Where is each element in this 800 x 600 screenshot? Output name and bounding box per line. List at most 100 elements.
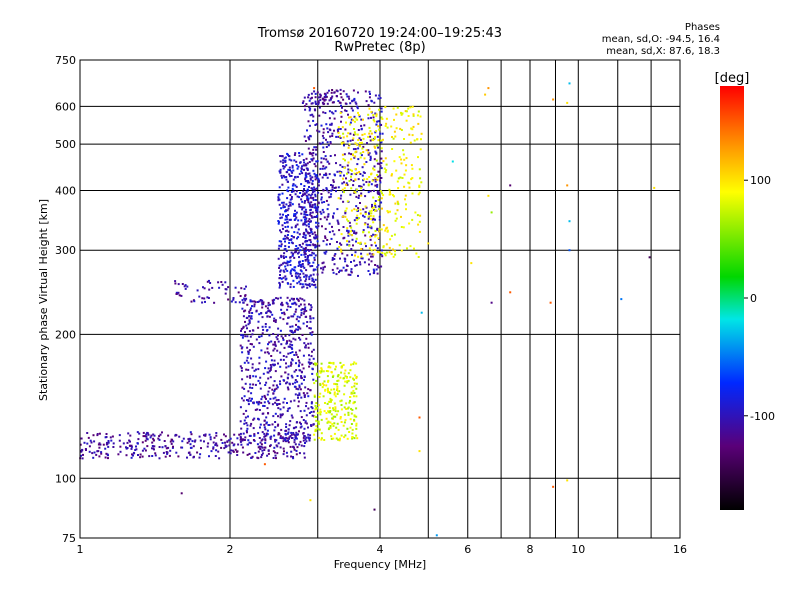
- trace-point: [287, 230, 290, 233]
- trace-point: [369, 159, 372, 161]
- trace-point: [277, 415, 279, 418]
- trace-point: [297, 320, 300, 323]
- trace-point: [295, 250, 298, 253]
- trace-point: [352, 154, 354, 157]
- trace-point: [252, 375, 255, 378]
- trace-point: [347, 161, 350, 164]
- trace-point: [208, 279, 210, 282]
- trace-point: [336, 241, 338, 243]
- x-tick-label: 2: [227, 543, 234, 556]
- trace-point: [254, 383, 257, 386]
- trace-point: [241, 438, 244, 441]
- trace-point: [316, 266, 319, 269]
- trace-point: [319, 173, 321, 176]
- trace-point: [418, 220, 421, 223]
- trace-point: [295, 449, 298, 452]
- trace-point: [312, 278, 315, 281]
- trace-point: [271, 363, 274, 366]
- trace-point: [298, 305, 301, 308]
- trace-point: [273, 317, 276, 320]
- trace-point: [268, 370, 271, 373]
- trace-point: [164, 455, 167, 458]
- trace-point: [309, 389, 312, 392]
- trace-point: [287, 245, 290, 248]
- trace-point: [413, 139, 416, 142]
- trace-point: [279, 413, 282, 416]
- trace-point: [264, 439, 267, 442]
- trace-point: [384, 125, 387, 127]
- trace-point: [290, 346, 293, 349]
- trace-point: [112, 442, 115, 445]
- trace-point: [315, 207, 318, 210]
- trace-point: [339, 197, 342, 200]
- trace-point: [353, 97, 356, 100]
- trace-point: [363, 133, 366, 136]
- trace-point: [349, 132, 352, 135]
- trace-point: [347, 231, 350, 234]
- trace-point: [206, 445, 209, 448]
- trace-point: [355, 375, 358, 378]
- trace-point: [286, 340, 288, 343]
- trace-point: [105, 433, 108, 435]
- trace-point: [374, 235, 377, 238]
- trace-point: [301, 200, 304, 203]
- trace-point: [284, 334, 287, 337]
- trace-point: [88, 445, 91, 448]
- trace-point: [278, 281, 281, 284]
- trace-point: [392, 194, 394, 197]
- trace-point: [175, 291, 178, 294]
- trace-point: [292, 315, 295, 318]
- trace-point: [362, 229, 365, 232]
- trace-point: [249, 343, 252, 345]
- trace-point: [311, 193, 314, 196]
- trace-point: [386, 126, 389, 129]
- trace-point: [354, 155, 357, 158]
- trace-point: [212, 446, 215, 449]
- trace-point: [247, 403, 250, 406]
- trace-point: [304, 246, 307, 249]
- trace-point: [346, 140, 349, 143]
- trace-point: [246, 303, 249, 306]
- trace-point: [341, 106, 343, 109]
- trace-point: [327, 131, 330, 134]
- trace-point: [285, 362, 287, 365]
- trace-point: [312, 357, 315, 360]
- trace-point: [290, 297, 293, 300]
- trace-point: [357, 274, 359, 277]
- trace-point: [282, 338, 285, 341]
- trace-point: [353, 232, 356, 234]
- trace-point: [374, 150, 377, 153]
- trace-point: [312, 196, 315, 199]
- trace-point: [286, 455, 289, 458]
- trace-point: [279, 416, 282, 419]
- trace-point: [246, 427, 249, 430]
- trace-point: [345, 268, 348, 271]
- trace-point: [296, 446, 299, 449]
- trace-point: [342, 237, 345, 240]
- trace-point: [319, 408, 322, 411]
- trace-point: [177, 291, 180, 294]
- trace-point: [383, 167, 386, 170]
- trace-point: [385, 163, 388, 166]
- trace-point: [303, 188, 305, 190]
- trace-point: [257, 418, 260, 421]
- trace-point: [344, 215, 347, 218]
- trace-point: [330, 435, 333, 438]
- trace-point: [306, 240, 309, 242]
- trace-point: [365, 149, 368, 152]
- trace-point: [295, 426, 298, 429]
- trace-point: [312, 273, 315, 276]
- trace-point: [300, 170, 303, 173]
- trace-point: [331, 188, 334, 191]
- trace-point: [326, 421, 329, 424]
- trace-point: [350, 407, 353, 410]
- trace-point: [267, 304, 270, 307]
- trace-point: [317, 96, 320, 99]
- trace-point: [266, 393, 269, 396]
- trace-point: [312, 348, 315, 351]
- trace-point: [370, 116, 372, 119]
- trace-point: [338, 170, 341, 173]
- trace-point: [260, 456, 263, 459]
- trace-point: [169, 449, 172, 452]
- trace-point: [139, 456, 142, 459]
